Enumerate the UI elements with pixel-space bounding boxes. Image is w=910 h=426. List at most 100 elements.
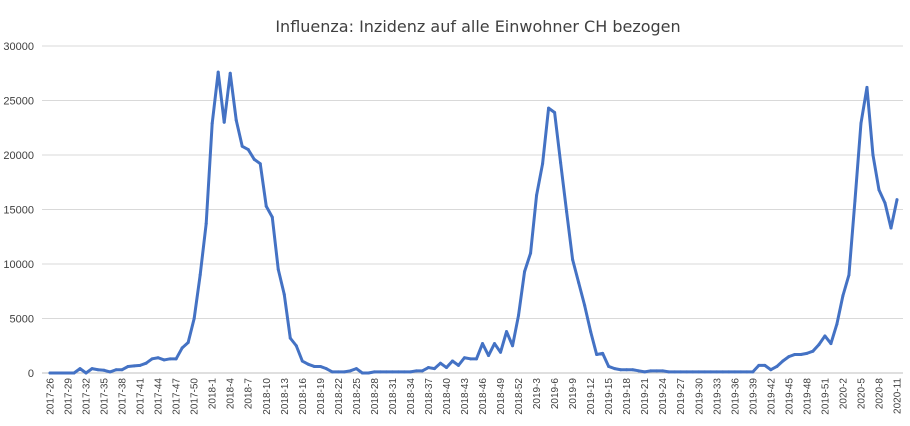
x-tick-label: 2019-6: [550, 378, 561, 410]
x-tick-label: 2018-31: [388, 378, 399, 415]
data-point: [601, 351, 605, 355]
data-point: [505, 330, 509, 334]
data-point: [384, 370, 388, 374]
chart-title: Influenza: Inzidenz auf alle Einwohner C…: [275, 17, 680, 36]
x-tick-label: 2018-7: [244, 378, 255, 410]
data-point: [715, 370, 719, 374]
y-tick-label: 30000: [3, 41, 34, 53]
x-tick-label: 2018-19: [316, 378, 327, 415]
data-point: [354, 367, 358, 371]
data-point: [775, 364, 779, 368]
x-axis: 2017-26 2017-29 2017-32 2017-35 2017-38 2017-…: [46, 378, 904, 415]
data-point: [595, 352, 599, 356]
y-tick-label: 20000: [3, 150, 34, 162]
data-point: [336, 370, 340, 374]
data-point: [709, 370, 713, 374]
data-point: [66, 371, 70, 375]
gridlines: [42, 45, 903, 374]
data-point: [54, 371, 58, 375]
data-point: [571, 258, 575, 262]
data-point: [330, 370, 334, 374]
x-tick-label: 2019-15: [604, 378, 615, 415]
data-point: [529, 251, 533, 255]
data-point: [168, 357, 172, 361]
data-point: [643, 370, 647, 374]
data-point: [84, 371, 88, 375]
data-point: [607, 364, 611, 368]
x-tick-label: 2017-50: [190, 378, 201, 415]
x-tick-label: 2018-34: [406, 378, 417, 415]
data-point: [535, 193, 539, 197]
data-point: [228, 71, 232, 75]
data-point: [691, 370, 695, 374]
data-point: [613, 367, 617, 371]
data-point: [456, 363, 460, 367]
data-point: [733, 370, 737, 374]
data-point: [769, 368, 773, 372]
x-tick-label: 2020-8: [874, 378, 885, 410]
data-point: [450, 359, 454, 363]
data-point: [679, 370, 683, 374]
data-point: [114, 368, 118, 372]
data-point: [727, 370, 731, 374]
data-point: [685, 370, 689, 374]
data-point: [204, 222, 208, 226]
data-point: [294, 344, 298, 348]
data-point: [48, 371, 52, 375]
y-tick-label: 0: [28, 368, 34, 380]
x-tick-label: 2017-41: [136, 378, 147, 415]
data-point: [511, 344, 515, 348]
x-tick-label: 2018-16: [298, 378, 309, 415]
data-point: [162, 358, 166, 362]
x-tick-label: 2018-37: [424, 378, 435, 415]
data-point: [312, 364, 316, 368]
x-tick-label: 2019-48: [802, 378, 813, 415]
x-tick-label: 2019-18: [622, 378, 633, 415]
data-point: [577, 281, 581, 285]
data-point: [324, 367, 328, 371]
data-point: [697, 370, 701, 374]
data-point: [859, 121, 863, 125]
data-point: [721, 370, 725, 374]
data-point: [408, 370, 412, 374]
data-point: [72, 371, 76, 375]
x-tick-label: 2019-9: [568, 378, 579, 410]
data-point: [342, 370, 346, 374]
data-point: [589, 330, 593, 334]
data-point: [174, 357, 178, 361]
x-tick-label: 2017-38: [118, 378, 129, 415]
x-tick-label: 2018-22: [334, 378, 345, 415]
x-tick-label: 2019-3: [532, 378, 543, 410]
data-point: [348, 369, 352, 373]
data-point: [631, 368, 635, 372]
data-point: [240, 144, 244, 148]
x-tick-label: 2019-45: [784, 378, 795, 415]
data-point: [655, 369, 659, 373]
x-tick-label: 2019-27: [676, 378, 687, 415]
x-tick-label: 2017-44: [154, 378, 165, 415]
data-point: [366, 371, 370, 375]
data-point: [210, 121, 214, 125]
data-point: [282, 293, 286, 297]
data-point: [360, 371, 364, 375]
x-tick-label: 2018-4: [226, 378, 237, 410]
data-point: [811, 349, 815, 353]
data-point: [264, 204, 268, 208]
x-tick-label: 2017-29: [64, 378, 75, 415]
x-tick-label: 2019-51: [820, 378, 831, 415]
data-point: [318, 364, 322, 368]
data-point: [847, 273, 851, 277]
data-point: [481, 342, 485, 346]
data-point: [487, 354, 491, 358]
data-point: [829, 342, 833, 346]
y-tick-label: 25000: [3, 96, 34, 108]
x-tick-label: 2019-30: [694, 378, 705, 415]
data-point: [583, 303, 587, 307]
data-point: [883, 201, 887, 205]
data-point: [462, 356, 466, 360]
data-point: [559, 161, 563, 165]
data-point: [198, 273, 202, 277]
data-point: [234, 118, 238, 122]
x-tick-label: 2019-24: [658, 378, 669, 415]
data-point: [553, 110, 557, 114]
